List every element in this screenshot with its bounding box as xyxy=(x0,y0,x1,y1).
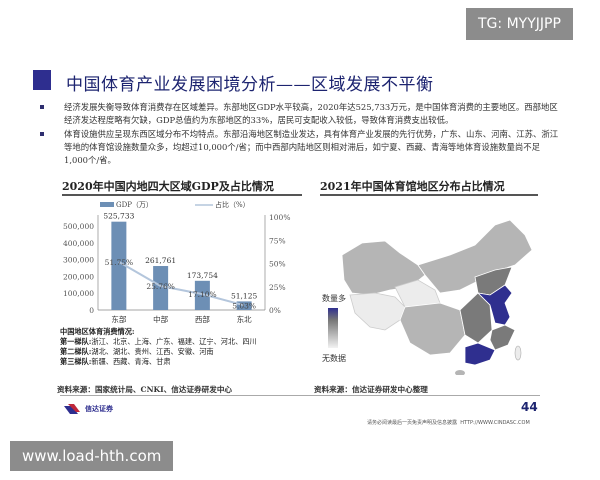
x-tick-label: 东北 xyxy=(237,314,252,324)
y-left-tick-label: 200,000 xyxy=(63,272,94,281)
bar xyxy=(194,280,210,310)
line-data-label: 17.10% xyxy=(188,290,217,299)
page-title: 中国体育产业发展困境分析——区域发展不平衡 xyxy=(66,75,434,95)
line-data-label: 25.76% xyxy=(146,282,175,291)
y-right-tick-label: 100% xyxy=(269,213,290,222)
bar-data-label: 261,761 xyxy=(145,256,176,265)
legend-line-label: 占比（%） xyxy=(215,200,250,209)
bullet-2: 体育设施供应呈现东西区域分布不均特点。东部沿海地区制造业发达，具有体育产业发展的… xyxy=(40,128,560,167)
y-left-tick-label: 400,000 xyxy=(63,239,94,248)
bullet-icon xyxy=(40,132,44,136)
bar-data-label: 525,733 xyxy=(103,212,134,221)
chart-title: 2020年中国内地四大区域GDP及占比情况 xyxy=(62,180,274,193)
map-region-shandong-jiangsu xyxy=(476,284,513,326)
y-left-tick-label: 300,000 xyxy=(63,256,94,265)
x-tick-label: 中部 xyxy=(153,314,168,324)
title-marker xyxy=(33,70,51,90)
map-title: 2021年中国体育馆地区分布占比情况 xyxy=(320,180,505,193)
map-region-guangdong xyxy=(464,342,496,366)
legend-bar-label: GDP（万） xyxy=(116,201,153,209)
footer-url[interactable]: HTTP://WWW.CINDASC.COM xyxy=(460,420,530,426)
y-right-tick-label: 25% xyxy=(269,283,286,292)
watermark-top-right: TG: MYYJJPP xyxy=(466,8,573,40)
x-tick-label: 西部 xyxy=(195,314,210,324)
tier-2: 第二梯队:湖北、湖北、贵州、江西、安徽、河南 xyxy=(60,347,214,356)
x-tick-label: 东部 xyxy=(111,314,126,324)
bar xyxy=(111,221,127,310)
bar xyxy=(153,266,169,310)
legend-bar-swatch xyxy=(100,202,114,207)
watermark-bottom-left: www.load-hth.com xyxy=(10,441,174,471)
y-left-tick-label: 100,000 xyxy=(63,289,94,298)
map-region-hainan xyxy=(455,370,465,375)
bullet-icon xyxy=(40,105,44,109)
map-source: 资料来源：信达证券研发中心整理 xyxy=(314,385,428,394)
logo-icon xyxy=(64,404,80,414)
map-region-east xyxy=(489,324,516,351)
share-line xyxy=(118,261,245,307)
line-data-label: 51.75% xyxy=(105,258,134,267)
map-region-north xyxy=(417,219,533,294)
china-map: 数量多 无数据 xyxy=(322,219,533,375)
map-region-southwest xyxy=(399,302,466,356)
footer-disclaimer: 请务必阅读最后一页免责声明及信息披露 HTTP://WWW.CINDASC.CO… xyxy=(367,420,530,426)
tier-3: 第三梯队:新疆、西藏、青海、甘肃 xyxy=(60,357,171,366)
tier-1: 第一梯队:浙江、北京、上海、广东、福建、辽宁、河北、四川 xyxy=(60,337,257,346)
legend-high-label: 数量多 xyxy=(322,293,346,303)
y-right-tick-label: 50% xyxy=(269,260,286,269)
y-right-tick-label: 75% xyxy=(269,236,286,245)
logo xyxy=(62,402,122,421)
bullet-1: 经济发展失衡导致体育消费存在区域差异。东部地区GDP水平较高，2020年达525… xyxy=(40,101,560,127)
logo-text: 信达证券 xyxy=(85,404,113,413)
legend-gradient xyxy=(328,308,338,348)
footer-divider xyxy=(60,395,540,396)
consumption-heading: 中国地区体育消费情况: xyxy=(60,327,135,336)
divider xyxy=(320,194,538,196)
map-region-tibet xyxy=(349,292,406,331)
map-region-taiwan xyxy=(514,345,522,361)
bar-data-label: 51,125 xyxy=(231,291,257,300)
y-left-tick-label: 500,000 xyxy=(63,222,94,231)
bar-data-label: 173,754 xyxy=(187,271,218,280)
y-right-tick-label: 0% xyxy=(269,306,281,315)
legend-low-label: 无数据 xyxy=(322,353,346,363)
bar xyxy=(236,301,252,310)
page-number: 44 xyxy=(521,400,538,414)
divider xyxy=(62,194,302,196)
line-data-label: 5.03% xyxy=(232,301,256,310)
left-source: 资料来源：国家统计局、CNKI、信达证券研发中心 xyxy=(57,385,233,394)
y-left-tick-label: 0 xyxy=(89,306,94,315)
